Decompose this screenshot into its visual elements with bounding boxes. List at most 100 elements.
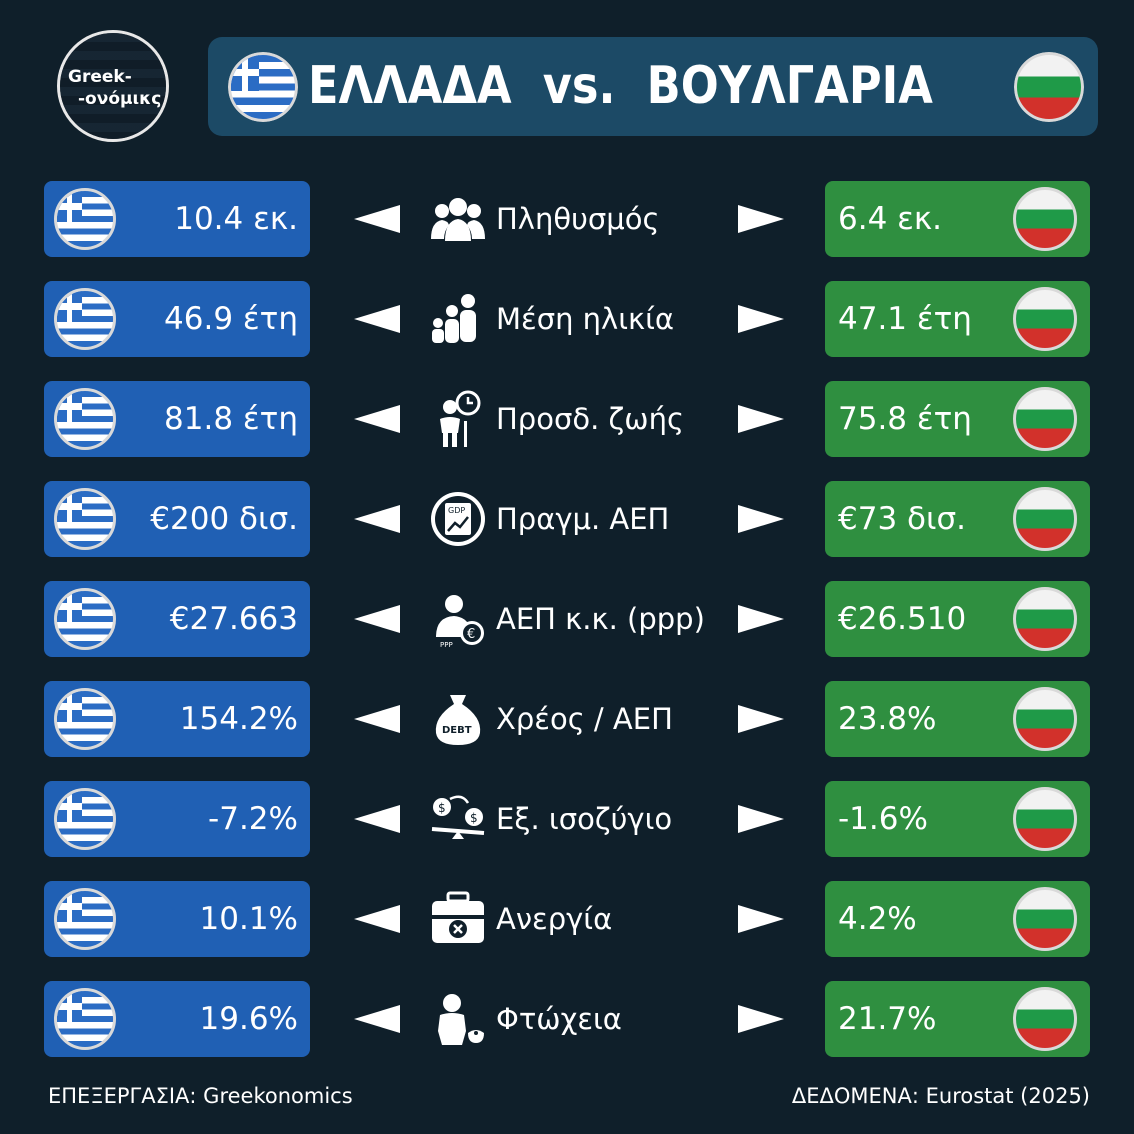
greece-flag-icon bbox=[54, 888, 116, 950]
greece-value-box: 46.9 έτη bbox=[44, 281, 310, 357]
table-row: 154.2% DEBT Χρέος / ΑΕΠ 23.8% bbox=[0, 681, 1134, 757]
bulgaria-flag-icon bbox=[1013, 487, 1077, 551]
elderly-clock-icon bbox=[428, 389, 488, 449]
logo-line-1: Greek- bbox=[68, 67, 132, 87]
table-row: €27.663 € PPP ΑΕΠ κ.κ. (ppp) €26.510 bbox=[0, 581, 1134, 657]
greece-value: 19.6% bbox=[199, 1001, 298, 1037]
table-row: -7.2% $ $ Εξ. ισοζύγιο -1.6% bbox=[0, 781, 1134, 857]
poor-person-icon bbox=[428, 989, 488, 1049]
arrow-left-icon bbox=[354, 305, 400, 333]
greece-value: -7.2% bbox=[208, 801, 298, 837]
indicator-label: Χρέος / ΑΕΠ bbox=[496, 702, 673, 736]
greece-value: 81.8 έτη bbox=[164, 401, 298, 437]
page-title: ΕΛΛΑΔΑ vs. ΒΟΥΛΓΑΡΙΑ bbox=[308, 56, 933, 116]
arrow-left-icon bbox=[354, 1005, 400, 1033]
bulgaria-value-box: 75.8 έτη bbox=[825, 381, 1090, 457]
arrow-right-icon bbox=[738, 705, 784, 733]
greece-value-box: 19.6% bbox=[44, 981, 310, 1057]
indicator-label: Μέση ηλικία bbox=[496, 302, 675, 336]
bulgaria-value-box: 21.7% bbox=[825, 981, 1090, 1057]
indicator-label: Ανεργία bbox=[496, 902, 613, 936]
gdp-chart-icon: GDP bbox=[428, 489, 488, 549]
bulgaria-flag-icon bbox=[1013, 287, 1077, 351]
dollar-balance-icon: $ $ bbox=[428, 789, 488, 849]
bulgaria-flag-icon bbox=[1013, 887, 1077, 951]
greece-value-box: 81.8 έτη bbox=[44, 381, 310, 457]
bulgaria-flag-icon bbox=[1013, 387, 1077, 451]
greece-flag-icon bbox=[54, 288, 116, 350]
greece-value-box: 10.1% bbox=[44, 881, 310, 957]
arrow-right-icon bbox=[738, 305, 784, 333]
bulgaria-value: 6.4 εκ. bbox=[838, 201, 943, 237]
logo-line-2: -ονόμικς bbox=[78, 89, 162, 109]
indicator-label: Πληθυσμός bbox=[496, 202, 660, 236]
greece-value: €200 δισ. bbox=[150, 501, 298, 537]
bulgaria-flag-icon bbox=[1013, 687, 1077, 751]
bulgaria-value: 75.8 έτη bbox=[838, 401, 972, 437]
indicator-label: Προσδ. ζωής bbox=[496, 402, 684, 436]
person-euro-icon: € PPP bbox=[428, 589, 488, 649]
bulgaria-flag-icon bbox=[1013, 187, 1077, 251]
table-row: 81.8 έτη Προσδ. ζωής 75.8 έτη bbox=[0, 381, 1134, 457]
greece-flag-icon bbox=[54, 688, 116, 750]
indicator-label: Εξ. ισοζύγιο bbox=[496, 802, 673, 836]
svg-text:€: € bbox=[467, 627, 475, 642]
svg-text:PPP: PPP bbox=[440, 641, 453, 649]
people-group-icon bbox=[428, 189, 488, 249]
greece-flag-icon bbox=[54, 788, 116, 850]
svg-text:GDP: GDP bbox=[448, 506, 465, 515]
bulgaria-value-box: 6.4 εκ. bbox=[825, 181, 1090, 257]
greece-value-box: -7.2% bbox=[44, 781, 310, 857]
arrow-left-icon bbox=[354, 605, 400, 633]
arrow-left-icon bbox=[354, 705, 400, 733]
footer-source: ΔΕΔΟΜΕΝΑ: Eurostat (2025) bbox=[791, 1084, 1090, 1108]
greece-flag-icon bbox=[54, 488, 116, 550]
greece-value-box: 10.4 εκ. bbox=[44, 181, 310, 257]
greece-flag-icon bbox=[54, 588, 116, 650]
greece-value: 154.2% bbox=[179, 701, 298, 737]
bulgaria-value: €73 δισ. bbox=[838, 501, 966, 537]
greece-flag-icon bbox=[54, 188, 116, 250]
greece-value-box: 154.2% bbox=[44, 681, 310, 757]
title-banner: ΕΛΛΑΔΑ vs. ΒΟΥΛΓΑΡΙΑ bbox=[208, 37, 1098, 136]
bulgaria-flag-icon bbox=[1013, 787, 1077, 851]
greece-value-box: €27.663 bbox=[44, 581, 310, 657]
arrow-right-icon bbox=[738, 905, 784, 933]
table-row: €200 δισ. GDP Πραγμ. ΑΕΠ €73 δισ. bbox=[0, 481, 1134, 557]
arrow-right-icon bbox=[738, 405, 784, 433]
family-ages-icon bbox=[428, 289, 488, 349]
greekonomics-logo: Greek- -ονόμικς bbox=[57, 30, 169, 142]
bulgaria-value: 21.7% bbox=[838, 1001, 937, 1037]
greece-value-box: €200 δισ. bbox=[44, 481, 310, 557]
arrow-left-icon bbox=[354, 205, 400, 233]
bulgaria-flag-icon bbox=[1013, 587, 1077, 651]
arrow-left-icon bbox=[354, 905, 400, 933]
bulgaria-value-box: 47.1 έτη bbox=[825, 281, 1090, 357]
arrow-right-icon bbox=[738, 205, 784, 233]
bulgaria-value: 47.1 έτη bbox=[838, 301, 972, 337]
table-row: 19.6% Φτώχεια 21.7% bbox=[0, 981, 1134, 1057]
bulgaria-value: 4.2% bbox=[838, 901, 917, 937]
bulgaria-value-box: 23.8% bbox=[825, 681, 1090, 757]
greece-flag-icon bbox=[228, 52, 298, 122]
table-row: 10.1% Ανεργία 4.2% bbox=[0, 881, 1134, 957]
briefcase-x-icon bbox=[428, 889, 488, 949]
debt-bag-icon: DEBT bbox=[428, 689, 488, 749]
table-row: 10.4 εκ. Πληθυσμός 6.4 εκ. bbox=[0, 181, 1134, 257]
greece-flag-icon bbox=[54, 988, 116, 1050]
arrow-left-icon bbox=[354, 505, 400, 533]
bulgaria-value-box: €73 δισ. bbox=[825, 481, 1090, 557]
footer-credit: ΕΠΕΞΕΡΓΑΣΙΑ: Greekonomics bbox=[48, 1084, 353, 1108]
indicator-label: Πραγμ. ΑΕΠ bbox=[496, 502, 670, 536]
table-row: 46.9 έτη Μέση ηλικία 47.1 έτη bbox=[0, 281, 1134, 357]
arrow-right-icon bbox=[738, 605, 784, 633]
greece-value: 46.9 έτη bbox=[164, 301, 298, 337]
bulgaria-value-box: 4.2% bbox=[825, 881, 1090, 957]
svg-text:$: $ bbox=[470, 811, 478, 825]
arrow-right-icon bbox=[738, 1005, 784, 1033]
bulgaria-value: €26.510 bbox=[838, 601, 967, 637]
svg-text:DEBT: DEBT bbox=[442, 725, 472, 736]
bulgaria-value-box: €26.510 bbox=[825, 581, 1090, 657]
logo-background bbox=[60, 33, 166, 139]
greece-flag-icon bbox=[54, 388, 116, 450]
